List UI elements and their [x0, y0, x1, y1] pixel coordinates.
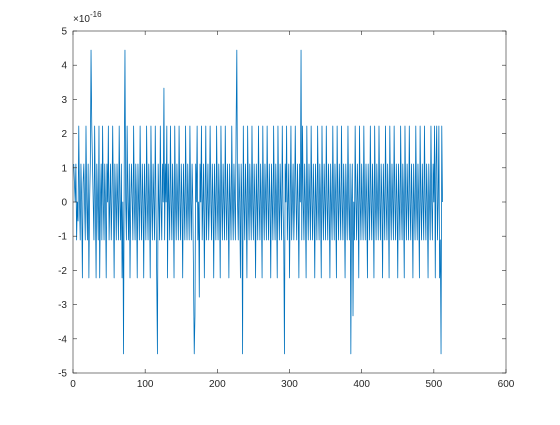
y-tick-label: 1	[61, 163, 67, 174]
x-tick-label: 600	[498, 379, 515, 390]
data-line	[73, 49, 443, 355]
x-tick-label: 400	[353, 379, 370, 390]
x-tick-label: 300	[281, 379, 298, 390]
y-tick-label: 4	[61, 61, 67, 72]
x-tick-label: 100	[137, 379, 154, 390]
y-multiplier: ×10-16	[73, 10, 102, 25]
y-tick-label: -1	[58, 232, 67, 243]
x-tick-label: 500	[425, 379, 442, 390]
y-tick-label: 3	[61, 95, 67, 106]
y-tick-label: -5	[58, 369, 67, 380]
x-tick-label: 200	[209, 379, 226, 390]
y-multiplier-base: ×10	[73, 14, 90, 25]
y-tick-label: -2	[58, 266, 67, 277]
x-tick-label: 0	[70, 379, 76, 390]
y-tick-label: 2	[61, 129, 67, 140]
y-tick-label: 0	[61, 198, 67, 209]
y-tick-label: 5	[61, 27, 67, 38]
y-multiplier-exponent: -16	[90, 10, 102, 19]
y-tick-label: -4	[58, 334, 67, 345]
y-tick-label: -3	[58, 300, 67, 311]
